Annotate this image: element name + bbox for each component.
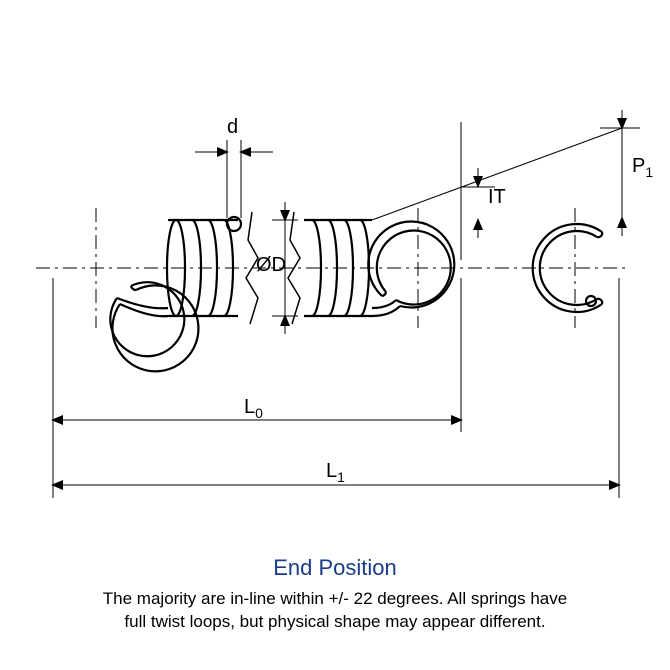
label-D: ØD xyxy=(256,254,286,277)
label-IT: IT xyxy=(488,186,506,209)
spring-diagram: d IT P1 ØD L0 L1 End Position The majori… xyxy=(0,0,670,670)
diagram-caption: The majority are in-line within +/- 22 d… xyxy=(0,588,670,634)
label-d: d xyxy=(227,116,238,139)
label-L0: L0 xyxy=(244,396,263,421)
diagram-title: End Position xyxy=(0,555,670,581)
label-P1: P1 xyxy=(632,155,653,180)
label-L1: L1 xyxy=(326,460,345,485)
